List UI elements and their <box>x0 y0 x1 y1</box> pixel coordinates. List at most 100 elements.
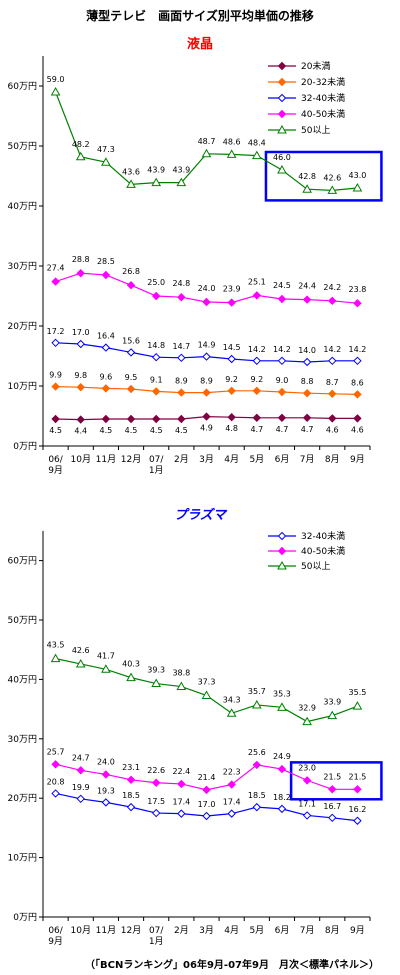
data-point <box>76 268 85 278</box>
data-point <box>177 388 186 397</box>
data-point <box>101 664 111 673</box>
data-label: 42.6 <box>72 646 90 655</box>
data-point <box>328 389 337 399</box>
data-point <box>101 343 111 352</box>
data-point <box>227 298 236 307</box>
data-point <box>151 291 161 301</box>
legend-label: 32-40未満 <box>301 92 345 104</box>
legend-label: 50以上 <box>301 125 330 136</box>
data-label: 8.9 <box>200 377 213 386</box>
data-label: 46.0 <box>273 153 291 162</box>
data-point <box>277 164 287 174</box>
data-label: 17.4 <box>172 798 190 807</box>
x-tick-label: 10月 <box>71 925 91 936</box>
data-point <box>328 785 337 794</box>
data-point <box>151 387 161 396</box>
data-point <box>126 384 136 394</box>
data-label: 9.8 <box>74 371 87 380</box>
data-label: 35.5 <box>349 688 367 697</box>
data-label: 14.2 <box>273 345 291 354</box>
data-label: 14.2 <box>248 345 266 354</box>
data-point <box>277 387 287 397</box>
data-label: 24.8 <box>172 279 190 288</box>
data-label: 16.7 <box>323 802 341 811</box>
x-tick-label: 3月 <box>199 925 214 936</box>
data-label: 4.6 <box>326 425 339 434</box>
data-label: 25.0 <box>147 278 165 287</box>
data-point <box>202 785 211 795</box>
data-point <box>51 277 60 286</box>
data-point <box>277 356 287 366</box>
data-point <box>126 179 136 188</box>
data-label: 21.4 <box>198 773 216 782</box>
data-point <box>227 386 236 396</box>
data-label: 18.2 <box>273 793 291 802</box>
data-label: 9.1 <box>150 375 163 384</box>
data-label: 23.0 <box>298 763 316 772</box>
data-point <box>126 775 136 784</box>
data-label: 25.6 <box>248 748 266 757</box>
data-point <box>126 280 136 290</box>
data-label: 15.6 <box>122 336 140 345</box>
chart-title: 薄型テレビ 画面サイズ別平均単価の推移 <box>86 8 314 23</box>
legend-marker <box>277 77 287 87</box>
data-point <box>177 353 186 363</box>
data-point <box>252 291 262 300</box>
data-label: 19.3 <box>97 786 115 795</box>
data-point <box>202 412 211 421</box>
data-label: 8.8 <box>301 377 314 386</box>
data-label: 24.5 <box>273 281 291 290</box>
legend-marker <box>277 61 287 71</box>
data-label: 22.4 <box>172 767 190 776</box>
data-point <box>101 770 111 779</box>
data-point <box>353 414 362 423</box>
data-label: 32.9 <box>298 704 316 713</box>
data-point <box>227 809 236 818</box>
data-label: 18.5 <box>248 791 266 800</box>
data-point <box>353 390 362 399</box>
data-label: 23.1 <box>122 763 140 772</box>
legend-label: 20未満 <box>301 60 330 72</box>
legend-marker <box>277 124 287 134</box>
legend-marker <box>277 109 287 119</box>
highlight-box <box>264 150 383 202</box>
data-label: 19.9 <box>72 783 90 792</box>
data-label: 28.8 <box>72 255 90 264</box>
data-label: 43.6 <box>122 167 140 176</box>
data-label: 4.9 <box>200 424 213 433</box>
legend-label: 40-50未満 <box>301 108 345 120</box>
data-point <box>177 779 186 789</box>
data-label: 4.5 <box>49 426 62 435</box>
data-label: 8.7 <box>326 378 339 387</box>
data-label: 38.8 <box>172 669 190 678</box>
data-label: 42.8 <box>298 172 316 181</box>
y-tick-label: 40万円 <box>8 201 37 212</box>
data-point <box>302 776 312 785</box>
data-point <box>302 184 312 193</box>
data-point <box>327 710 338 720</box>
y-tick-label: 30万円 <box>8 261 37 272</box>
data-label: 14.7 <box>172 342 190 351</box>
data-label: 39.3 <box>147 666 165 675</box>
x-tick-label: 4月 <box>224 925 239 936</box>
data-point <box>151 778 161 787</box>
data-point <box>302 388 312 398</box>
data-label: 17.0 <box>72 328 90 337</box>
data-point <box>201 690 212 699</box>
legend-label: 50以上 <box>301 561 330 572</box>
data-label: 25.7 <box>47 747 65 756</box>
data-point <box>302 295 312 304</box>
data-point <box>328 356 337 366</box>
data-point <box>252 760 262 770</box>
data-point <box>277 413 287 423</box>
data-label: 34.3 <box>223 695 241 704</box>
y-tick-label: 20万円 <box>8 793 37 804</box>
data-point <box>277 294 287 304</box>
data-label: 14.2 <box>323 345 341 354</box>
y-tick-label: 60万円 <box>8 556 37 567</box>
data-label: 14.2 <box>349 345 367 354</box>
legend-label: 40-50未満 <box>301 545 345 557</box>
chart2-subtitle: プラズマ <box>174 507 228 523</box>
data-label: 40.3 <box>122 660 140 669</box>
data-point <box>352 701 363 710</box>
